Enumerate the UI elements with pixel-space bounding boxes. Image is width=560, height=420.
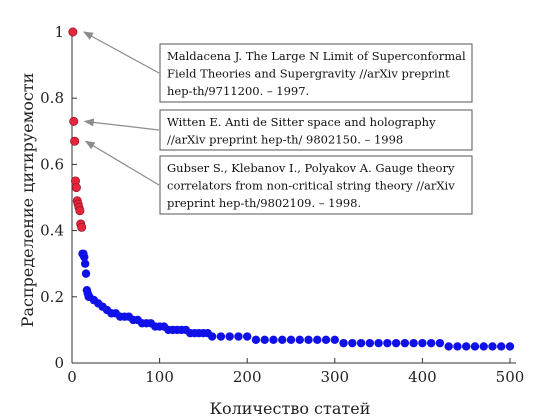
data-point [321,335,331,345]
y-tick-label: 1 [54,23,64,41]
data-point [313,335,322,345]
data-point [286,335,296,345]
data-point [479,342,488,351]
annotation-box: Gubser S., Klebanov I., Polyakov A. Gaug… [84,140,473,215]
annotation-box: Maldacena J. The Large N Limit of Superc… [82,31,473,103]
y-axis-title: Распределение цитируемости [18,73,37,328]
x-axis-title: Количество статей [210,399,371,418]
annotation-text: correlators from non-critical string the… [167,179,455,193]
data-point [251,335,261,345]
data-point [418,338,427,348]
data-point [243,332,252,341]
data-point [80,252,89,262]
x-tick-label: 300 [320,368,349,386]
data-point [462,342,471,351]
data-point [470,342,480,351]
annotation-text: Field Theories and Supergravity //arXiv … [167,67,450,81]
data-point [444,342,453,351]
annotation-arrow [83,118,160,131]
data-point [81,269,91,278]
data-points [68,27,515,351]
annotation-text: hep-th/9711200. – 1997. [167,84,309,98]
data-point [234,332,243,341]
x-tick-label: 0 [67,368,77,386]
data-point [207,332,217,341]
data-point [260,335,269,345]
annotation-text: preprint hep-th/9802109. – 1998. [167,196,361,210]
data-point [304,335,313,345]
data-point [330,335,339,345]
highlight-point [77,222,87,232]
data-point [453,342,462,351]
x-tick-label: 200 [233,368,262,386]
highlight-point [75,206,85,216]
annotation-text: Maldacena J. The Large N Limit of Superc… [167,49,466,63]
annotation-text: Gubser S., Klebanov I., Polyakov A. Gaug… [167,161,455,175]
annotations: Maldacena J. The Large N Limit of Superc… [82,31,473,215]
data-point [488,342,497,351]
x-tick-label: 100 [145,368,174,386]
data-point [391,338,401,348]
data-point [225,332,234,341]
annotation-text: Witten E. Anti de Sitter space and holog… [167,115,436,129]
data-point [435,338,445,348]
y-tick-label: 0.4 [40,222,64,240]
data-point [295,335,304,345]
highlight-point [71,183,81,193]
data-point [356,338,366,348]
y-tick-label: 0.6 [40,155,64,173]
x-tick-label: 400 [408,368,437,386]
data-point [400,338,410,348]
highlight-point [70,136,80,146]
data-point [374,338,383,348]
annotation-frame [159,109,473,151]
data-point [348,338,357,348]
annotation-box: Witten E. Anti de Sitter space and holog… [83,109,473,151]
data-point [80,259,90,268]
data-point [497,342,506,351]
y-tick-label: 0.8 [40,89,64,107]
data-point [269,335,278,345]
data-point [216,332,226,341]
y-tick-label: 0.2 [40,288,64,306]
highlight-point [68,27,78,37]
y-tick-label: 0 [54,354,64,372]
annotation-text: //arXiv preprint hep-th/ 9802150. – 1998 [167,133,403,147]
data-point [383,338,392,348]
axes: 0 100 200 300 400 500 0 0.2 0.4 0.6 0.8 1 [40,23,524,386]
x-tick-label: 500 [496,368,525,386]
data-point [426,338,436,348]
annotation-arrow [82,31,160,74]
data-point [505,342,515,351]
annotation-frame [159,155,473,215]
data-point [339,338,348,348]
annotation-frame [159,43,473,103]
data-point [409,338,418,348]
highlight-point [69,116,79,126]
annotation-arrow [84,140,160,186]
data-point [365,338,375,348]
data-point [278,335,287,345]
